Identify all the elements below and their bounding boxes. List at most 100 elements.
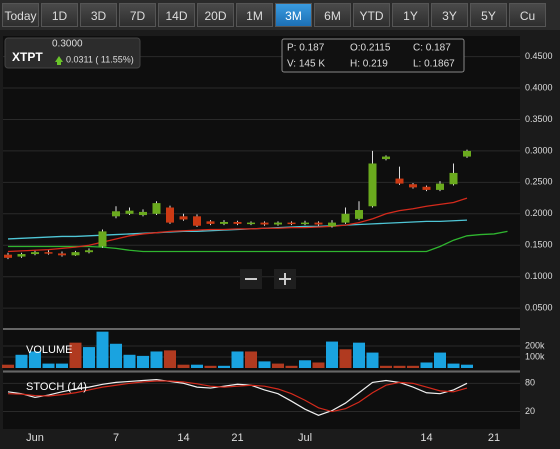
candle-body: [314, 222, 323, 225]
volume-bar: [245, 351, 257, 368]
volume-bar: [285, 365, 298, 368]
candle-body: [301, 222, 309, 225]
range-button[interactable]: Cu: [509, 3, 546, 27]
range-button[interactable]: 3Y: [431, 3, 468, 27]
panel-title: STOCH (14): [26, 381, 87, 393]
candle-body: [152, 203, 161, 214]
candle-body: [31, 252, 39, 255]
candle-body: [17, 254, 26, 257]
y-tick-label: 0.4000: [525, 82, 553, 92]
volume-bar: [177, 364, 190, 368]
candle-body: [220, 221, 228, 224]
candle-body: [98, 231, 107, 247]
marks: [2, 149, 508, 416]
volume-bar: [353, 342, 365, 368]
volume-bar: [407, 365, 419, 368]
zoom-controls[interactable]: [240, 269, 296, 289]
candle-body: [85, 250, 93, 253]
candle-body: [4, 254, 12, 258]
candle-body: [449, 172, 458, 185]
range-button[interactable]: 1M: [236, 3, 273, 27]
range-button[interactable]: Today: [2, 3, 39, 27]
candle-body: [179, 216, 188, 220]
candle-body: [436, 183, 444, 190]
candle-body: [382, 156, 390, 160]
chart: XTPT 0.3000 0.0311 ( 11.55%) P: 0.187 O:…: [0, 30, 560, 449]
info-item: H: 0.219: [350, 59, 388, 70]
volume-bar: [83, 347, 95, 368]
y-tick-label: 0.3500: [525, 114, 553, 124]
info-item: L: 0.1867: [413, 59, 455, 70]
volume-bar: [164, 350, 176, 368]
candle-body: [395, 178, 404, 184]
candle-body: [260, 222, 269, 225]
candle-body: [71, 252, 80, 256]
x-tick-label: 14: [177, 432, 189, 444]
volume-bar: [56, 363, 68, 368]
volume-bar: [272, 363, 284, 368]
volume-bar: [150, 351, 163, 368]
range-button[interactable]: 3D: [80, 3, 117, 27]
range-button[interactable]: 5Y: [470, 3, 507, 27]
y-tick-label: 0.2000: [525, 208, 553, 218]
volume-bar: [299, 360, 311, 368]
x-tick-label: Jul: [298, 432, 312, 444]
volume-bar: [339, 349, 352, 368]
volume-bar: [204, 365, 217, 368]
last-price: 0.3000: [52, 39, 83, 50]
range-button[interactable]: 1Y: [392, 3, 429, 27]
range-button[interactable]: 3M: [275, 3, 312, 27]
volume-bar: [15, 354, 28, 368]
volume-bar: [69, 342, 82, 368]
range-button[interactable]: 14D: [158, 3, 195, 27]
volume-bar: [42, 363, 55, 368]
stoch-line: [7, 380, 468, 413]
y-tick-label: 0.2500: [525, 177, 553, 187]
volume-bar: [29, 351, 41, 368]
candle-body: [422, 186, 431, 190]
volume-bar: [123, 354, 136, 368]
stoch-line: [7, 378, 468, 416]
volume-bar: [2, 364, 14, 368]
volume-bar: [326, 341, 338, 368]
y-tick-label: 0.1500: [525, 240, 553, 250]
candle-body: [368, 163, 377, 207]
range-button[interactable]: YTD: [353, 3, 390, 27]
x-tick-label: 21: [231, 432, 243, 444]
candle-body: [341, 213, 350, 223]
candle-body: [233, 221, 242, 224]
info-box: [281, 38, 465, 73]
stoch-panel: [3, 373, 520, 429]
symbol: XTPT: [12, 50, 43, 64]
volume-bar: [461, 364, 473, 368]
range-toolbar: Today 1D 3D 7D 14D 20D 1M 3M 6M YTD 1Y 3Y 5Y Cu: [0, 0, 560, 30]
volume-bar: [231, 351, 244, 368]
volume-bar: [447, 363, 460, 368]
y-tick-label: 0.4500: [525, 51, 553, 61]
candle-body: [247, 222, 255, 225]
range-button[interactable]: 20D: [197, 3, 234, 27]
volume-bar: [312, 362, 325, 368]
volume-bar: [96, 331, 109, 368]
y-tick-label: 0.0500: [525, 303, 553, 313]
volume-bar: [258, 361, 271, 368]
info-item: P: 0.187: [287, 43, 325, 54]
x-tick-label: 14: [420, 432, 432, 444]
y-tick-label: 200k: [525, 340, 545, 350]
candle-body: [328, 222, 336, 227]
range-button[interactable]: 1D: [41, 3, 78, 27]
candle-body: [355, 210, 363, 219]
y-tick-label: 0.3000: [525, 145, 553, 155]
candle-body: [58, 253, 66, 256]
change: 0.0311 ( 11.55%): [66, 54, 134, 64]
volume-bar: [380, 365, 392, 368]
range-button[interactable]: 7D: [119, 3, 156, 27]
candle-body: [193, 216, 201, 226]
info-item: V: 145 K: [287, 59, 325, 70]
candle-body: [287, 222, 296, 225]
range-button[interactable]: 6M: [314, 3, 351, 27]
x-tick-label: Jun: [26, 432, 44, 444]
candle-body: [112, 211, 120, 217]
x-tick-label: 7: [113, 432, 119, 444]
